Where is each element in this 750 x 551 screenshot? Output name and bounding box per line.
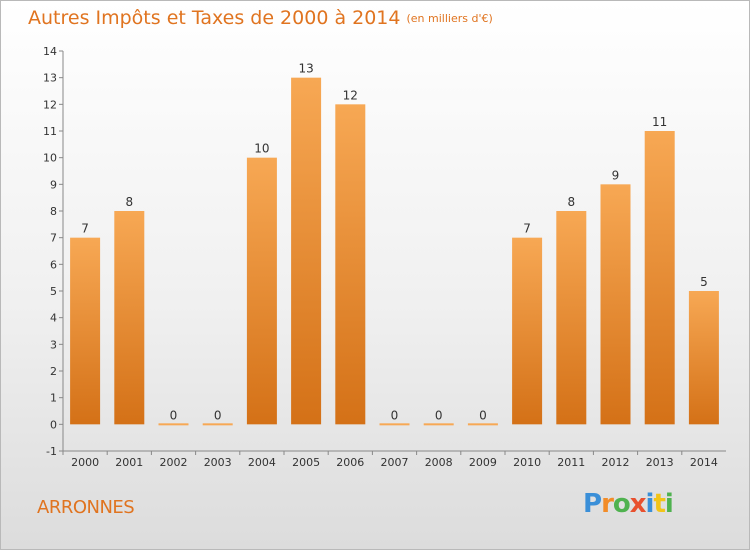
chart-title: Autres Impôts et Taxes de 2000 à 2014 (en… xyxy=(28,7,493,29)
y-tick-label: 1 xyxy=(50,392,57,405)
value-label: 0 xyxy=(479,408,487,422)
x-tick-label: 2012 xyxy=(602,456,630,469)
x-tick-label: 2010 xyxy=(513,456,541,469)
value-labels: 7 8 0 0 10 13 12 0 0 0 7 8 9 11 5 xyxy=(81,62,707,423)
logo-letter: P xyxy=(583,489,602,519)
bar xyxy=(423,423,454,426)
logo-letter: x xyxy=(629,489,647,519)
bar xyxy=(644,131,675,425)
y-tick-label: 10 xyxy=(43,152,57,165)
x-tick-label: 2011 xyxy=(557,456,585,469)
x-tick-label: 2008 xyxy=(425,456,453,469)
value-label: 8 xyxy=(125,195,133,209)
y-tick-label: 6 xyxy=(50,258,57,271)
y-tick-label: 9 xyxy=(50,178,57,191)
y-tick-label: 5 xyxy=(50,285,57,298)
x-tick-label: 2001 xyxy=(115,456,143,469)
y-tick-label: 13 xyxy=(43,72,57,85)
bar xyxy=(467,423,498,426)
bar xyxy=(379,423,410,426)
bar xyxy=(158,423,189,426)
x-tick-label: 2005 xyxy=(292,456,320,469)
x-tick-label: 2006 xyxy=(336,456,364,469)
bar xyxy=(291,77,322,425)
y-tick-label: 0 xyxy=(50,418,57,431)
y-tick-label: 4 xyxy=(50,312,57,325)
x-tick-label: 2003 xyxy=(204,456,232,469)
value-label: 0 xyxy=(435,408,443,422)
bar xyxy=(114,211,145,425)
value-label: 0 xyxy=(391,408,399,422)
value-label: 0 xyxy=(214,408,222,422)
value-label: 13 xyxy=(298,62,313,76)
commune-name: ARRONNES xyxy=(37,497,135,518)
bar xyxy=(70,237,101,425)
y-tick-label: -1 xyxy=(46,445,57,458)
logo-letter: r xyxy=(601,489,614,519)
value-label: 10 xyxy=(254,142,269,156)
y-tick-label: 3 xyxy=(50,338,57,351)
bar xyxy=(600,184,631,425)
x-tick-label: 2000 xyxy=(71,456,99,469)
proxiti-logo[interactable]: Proxiti xyxy=(583,489,674,519)
y-tick-label: 8 xyxy=(50,205,57,218)
value-label: 0 xyxy=(170,408,178,422)
y-tick-label: 12 xyxy=(43,98,57,111)
title-unit: (en milliers d'€) xyxy=(406,12,493,25)
value-label: 8 xyxy=(567,195,575,209)
logo-letter: i xyxy=(645,489,655,519)
bar xyxy=(246,157,277,425)
value-label: 9 xyxy=(612,168,620,182)
y-tick-label: 11 xyxy=(43,125,57,138)
logo-letter: o xyxy=(612,489,631,519)
bar xyxy=(556,211,587,425)
value-label: 12 xyxy=(343,88,358,102)
bar xyxy=(688,291,719,425)
bars xyxy=(70,77,719,426)
title-text: Autres Impôts et Taxes de 2000 à 2014 xyxy=(28,7,401,29)
value-label: 7 xyxy=(523,222,531,236)
y-tick-label: 14 xyxy=(43,45,57,58)
x-tick-label: 2009 xyxy=(469,456,497,469)
bar xyxy=(202,423,233,426)
x-tick-label: 2013 xyxy=(646,456,674,469)
x-tick-label: 2014 xyxy=(690,456,718,469)
value-label: 5 xyxy=(700,275,708,289)
bar xyxy=(335,104,366,425)
x-tick-label: 2002 xyxy=(160,456,188,469)
logo-letter: t xyxy=(653,489,665,519)
logo-letter: i xyxy=(664,489,674,519)
y-tick-label: 2 xyxy=(50,365,57,378)
x-tick-label: 2007 xyxy=(381,456,409,469)
value-label: 11 xyxy=(652,115,667,129)
x-tick-label: 2004 xyxy=(248,456,276,469)
value-label: 7 xyxy=(81,222,89,236)
bar xyxy=(512,237,543,425)
y-tick-label: 7 xyxy=(50,232,57,245)
